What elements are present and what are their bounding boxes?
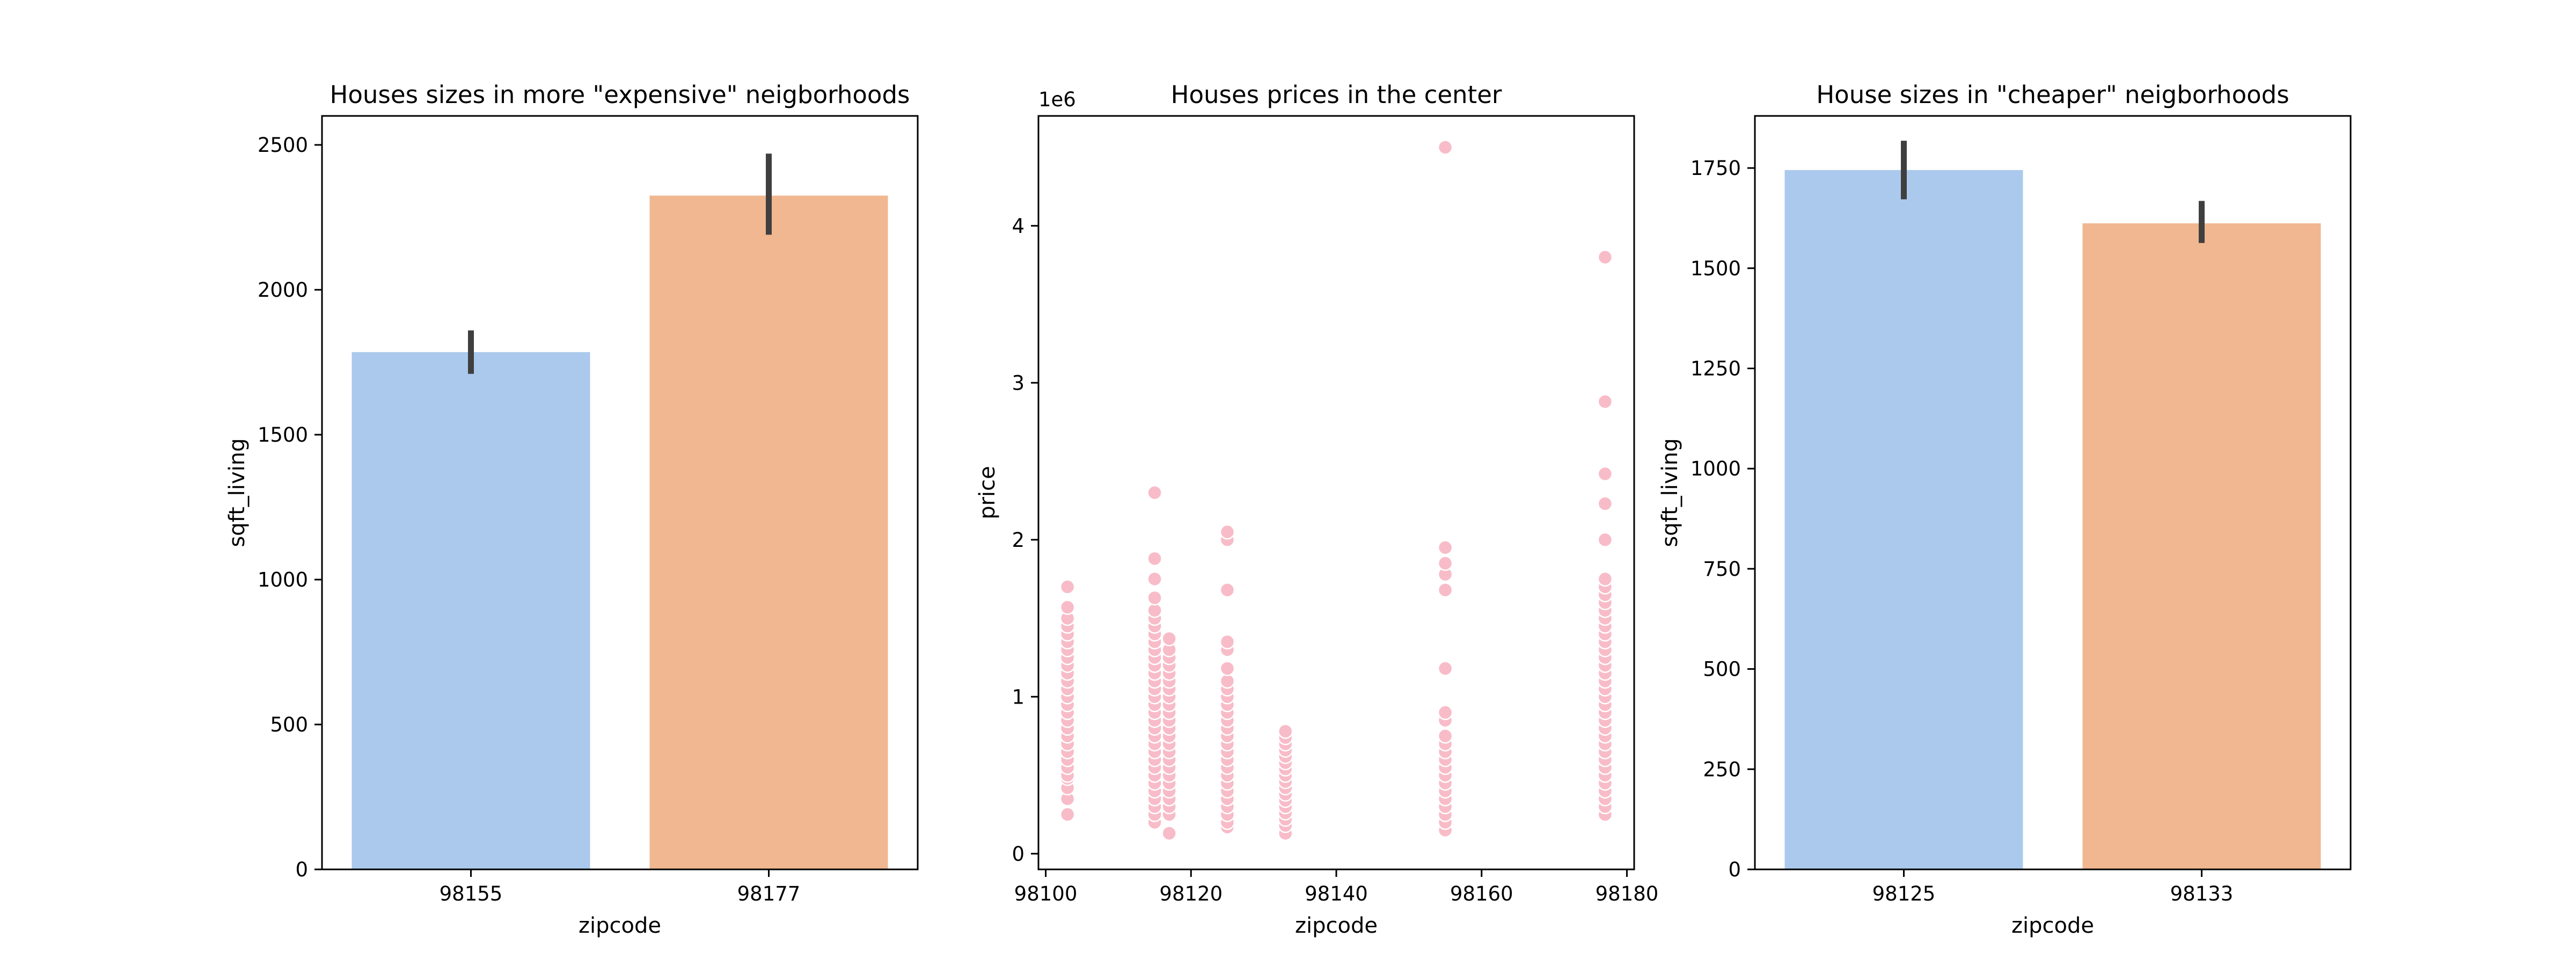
y-offset-label: 1e6 [1038,88,1076,111]
scatter-point [1597,250,1613,265]
scatter-point [1277,723,1293,739]
chart-title: Houses sizes in more "expensive" neigbor… [330,80,910,109]
chart-title: Houses prices in the center [1171,80,1502,109]
x-axis-label: zipcode [2011,913,2094,938]
scatter-point [1437,582,1453,598]
scatter-point [1597,532,1613,547]
scatter-point [1219,524,1235,540]
scatter-point [1219,582,1235,598]
x-tick-label: 98177 [737,882,801,905]
scatter-point [1147,603,1162,618]
x-tick-label: 98100 [1014,882,1078,905]
scatter-point [1161,825,1177,841]
y-axis-label: price [975,466,1000,519]
axes-frame [1037,115,1635,870]
chart-panel-2: 98100 98120 98140 98160 98180 1e6 0 1 2 3 4 Houses … [975,80,1658,938]
y-tick-label: 750 [1703,558,1741,581]
y-tick-label: 1250 [1690,357,1741,380]
x-axis-label: zipcode [579,913,661,938]
scatter-point [1147,590,1162,606]
scatter-point [1147,485,1162,501]
y-tick-label: 4 [1012,215,1024,238]
y-tick-label: 0 [295,858,308,881]
y-tick-label: 1 [1012,685,1024,708]
scatter-point [1437,555,1453,571]
scatter-point [1059,579,1075,595]
scatter-point [1437,661,1453,676]
scatter-point [1597,466,1613,482]
x-tick-label: 98133 [2170,882,2234,905]
scatter-point [1437,705,1453,720]
y-tick-label: 1000 [258,568,308,591]
scatter-point [1437,140,1453,155]
axes-frame [1754,115,2352,870]
chart-panel-1: 98155 98177 0 500 1000 1500 2000 2500 Houses siz… [225,80,919,938]
bar-98155 [352,352,590,869]
bar-98133 [2082,223,2321,870]
scatter-point [1219,661,1235,676]
y-tick-label: 3 [1012,371,1024,394]
scatter-point [1059,599,1075,615]
chart-panel-3: 98125 98133 0 250 500 750 1000 1250 1500 1750 Hous… [1658,80,2352,938]
x-tick-label: 98180 [1596,882,1659,905]
y-tick-label: 1500 [258,423,308,447]
x-tick-label: 98140 [1305,882,1368,905]
scatter-point [1437,540,1453,555]
x-tick-label: 98160 [1450,882,1513,905]
x-tick-label: 98120 [1159,882,1223,905]
y-tick-label: 0 [1012,843,1024,866]
scatter-point [1161,631,1177,647]
scatter-point [1059,807,1075,822]
scatter-point [1597,394,1613,409]
y-tick-label: 1500 [1690,257,1741,280]
y-tick-label: 2000 [258,279,308,302]
scatter-point [1147,571,1162,587]
chart-title: House sizes in "cheaper" neigborhoods [1816,80,2289,109]
y-tick-label: 2500 [258,134,308,157]
y-tick-label: 1000 [1690,457,1741,480]
x-tick-label: 98155 [440,882,503,905]
bar-98125 [1784,170,2023,870]
y-tick-label: 1750 [1690,157,1741,180]
bar-98177 [649,195,888,869]
y-axis-label: sqft_living [225,438,250,547]
y-tick-label: 0 [1728,858,1741,881]
scatter-point [1597,571,1613,587]
y-tick-label: 500 [270,713,308,736]
x-axis-label: zipcode [1295,913,1378,938]
scatter-point [1597,496,1613,511]
y-tick-label: 2 [1012,529,1024,552]
scatter-point [1219,673,1235,689]
y-axis-label: sqft_living [1658,438,1682,547]
scatter-point [1147,551,1162,567]
scatter-point [1219,634,1235,650]
scatter-point [1437,728,1453,744]
y-tick-label: 500 [1703,658,1741,681]
x-tick-label: 98125 [1872,882,1936,905]
y-tick-label: 250 [1703,758,1741,781]
axes-frame [321,115,919,870]
